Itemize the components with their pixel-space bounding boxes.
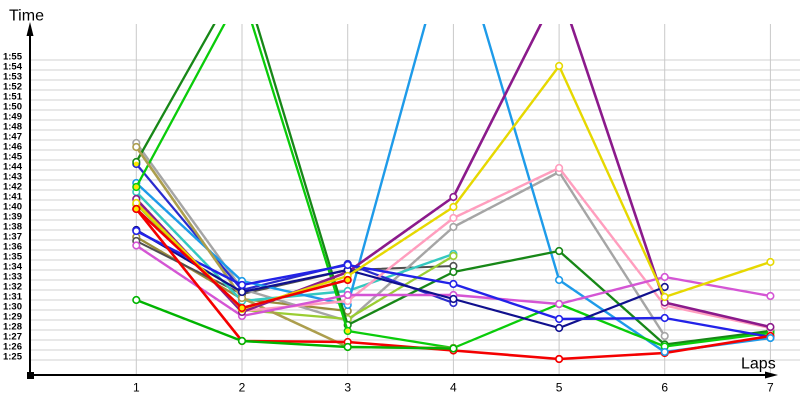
svg-text:1:43: 1:43 bbox=[3, 172, 22, 183]
svg-text:1:28: 1:28 bbox=[3, 322, 22, 333]
svg-text:1:49: 1:49 bbox=[3, 112, 22, 123]
svg-text:1:47: 1:47 bbox=[3, 132, 22, 143]
svg-text:1:52: 1:52 bbox=[3, 82, 22, 93]
svg-text:2: 2 bbox=[239, 381, 246, 395]
svg-text:1:51: 1:51 bbox=[3, 92, 23, 103]
svg-text:1:54: 1:54 bbox=[3, 62, 23, 73]
svg-text:1:40: 1:40 bbox=[3, 202, 22, 213]
svg-text:1:35: 1:35 bbox=[3, 252, 23, 263]
svg-text:4: 4 bbox=[450, 381, 457, 395]
svg-text:1:48: 1:48 bbox=[3, 122, 22, 133]
svg-text:1:37: 1:37 bbox=[3, 232, 22, 243]
svg-text:1:53: 1:53 bbox=[3, 72, 22, 83]
svg-text:1:38: 1:38 bbox=[3, 222, 22, 233]
svg-text:1:55: 1:55 bbox=[3, 52, 23, 63]
svg-text:1:45: 1:45 bbox=[3, 152, 23, 163]
svg-text:1:46: 1:46 bbox=[3, 142, 22, 153]
svg-text:1:29: 1:29 bbox=[3, 312, 22, 323]
svg-text:1:31: 1:31 bbox=[3, 292, 23, 303]
svg-text:1: 1 bbox=[133, 381, 140, 395]
svg-text:1:41: 1:41 bbox=[3, 192, 23, 203]
svg-text:7: 7 bbox=[767, 381, 774, 395]
svg-text:1:34: 1:34 bbox=[3, 262, 23, 273]
svg-text:1:42: 1:42 bbox=[3, 182, 22, 193]
svg-text:3: 3 bbox=[344, 381, 351, 395]
svg-text:1:36: 1:36 bbox=[3, 242, 22, 253]
svg-text:1:50: 1:50 bbox=[3, 102, 22, 113]
svg-text:Time: Time bbox=[9, 8, 44, 25]
svg-text:1:33: 1:33 bbox=[3, 272, 22, 283]
svg-text:Laps: Laps bbox=[741, 356, 776, 373]
svg-text:1:44: 1:44 bbox=[3, 162, 23, 173]
svg-text:1:27: 1:27 bbox=[3, 332, 22, 343]
svg-text:5: 5 bbox=[556, 381, 563, 395]
svg-text:6: 6 bbox=[661, 381, 668, 395]
svg-text:1:32: 1:32 bbox=[3, 282, 22, 293]
svg-text:1:26: 1:26 bbox=[3, 342, 22, 353]
svg-text:1:39: 1:39 bbox=[3, 212, 22, 223]
svg-text:1:30: 1:30 bbox=[3, 302, 22, 313]
svg-text:1:25: 1:25 bbox=[3, 352, 23, 363]
